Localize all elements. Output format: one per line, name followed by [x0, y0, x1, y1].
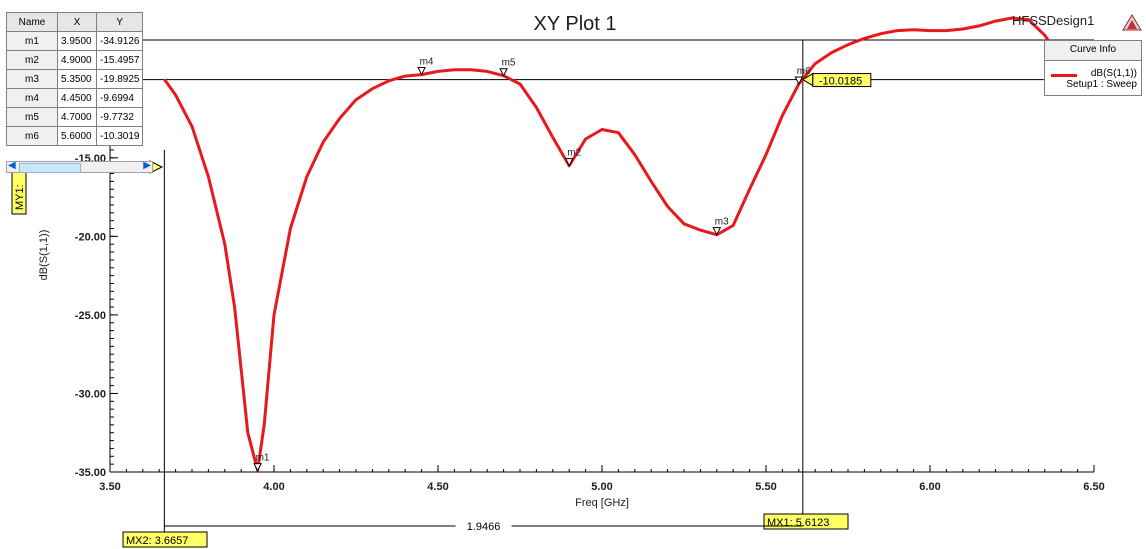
mx2-label-text: MX2: 3.6657	[126, 535, 188, 547]
marker-name: m6	[6, 126, 58, 146]
table-row[interactable]: m1 3.9500 -34.9126	[6, 31, 144, 51]
table-row[interactable]: m3 5.3500 -19.8925	[6, 69, 144, 89]
marker-label-m5: m5	[502, 58, 516, 69]
marker-label-m4: m4	[420, 57, 434, 68]
x-tick-label: 6.50	[1083, 481, 1104, 493]
mx1-label-box: MX1: 5.6123	[763, 513, 849, 530]
plot-area	[109, 39, 1094, 473]
marker-y: -10.3019	[95, 126, 144, 146]
legend-entry-sub: Setup1 : Sweep	[1066, 79, 1137, 90]
delta-label: 1.9466	[467, 521, 501, 533]
x-tick-label: 3.50	[99, 481, 120, 493]
marker-triangle-m6[interactable]	[794, 76, 804, 86]
marker-triangle-m5[interactable]	[499, 68, 508, 77]
marker-glyphs: m1 m2 m3 m4 m5 m6	[253, 57, 811, 472]
marker-name: m5	[6, 107, 58, 127]
marker-triangle-m3[interactable]	[712, 227, 722, 236]
marker-triangle-m2[interactable]	[564, 158, 574, 167]
marker-triangle-m4[interactable]	[417, 67, 426, 76]
design-name: HFSSDesign1	[1012, 13, 1095, 28]
y-tick-label: -20.00	[75, 231, 106, 243]
my1-value-rect	[812, 73, 872, 88]
x-tick-label: 4.50	[427, 481, 448, 493]
legend-title: Curve Info	[1045, 41, 1141, 61]
marker-x: 4.9000	[57, 50, 97, 70]
legend-entry-name: dB(S(1,1))	[1090, 68, 1137, 79]
marker-name: m4	[6, 88, 58, 108]
y-axis-label: dB(S(1,1))	[38, 230, 50, 281]
my1-value-text: -10.0185	[819, 76, 862, 88]
marker-table-header-y: Y	[95, 12, 144, 32]
y-tick-label: -30.00	[75, 388, 106, 400]
marker-y: -9.7732	[95, 107, 144, 127]
my1-label-text: MY1:	[14, 184, 26, 210]
my1-side-label: MY1:	[11, 171, 27, 215]
scroll-left-icon[interactable]: ◀	[8, 160, 16, 171]
y-tick-labels: -35.00-30.00-25.00-20.00-15.00	[75, 153, 118, 479]
x-tick-labels: 3.50 4.00 4.50 5.00 5.50 6.00 6.50	[99, 465, 1105, 493]
marker-x: 4.4500	[57, 88, 97, 108]
marker-name: m3	[6, 69, 58, 89]
x-tick-label: 5.50	[755, 481, 776, 493]
marker-table-header-name: Name	[6, 12, 58, 32]
marker-table-scrollbar[interactable]: ◀ ▶	[6, 160, 153, 173]
x-axis-label: Freq [GHz]	[575, 497, 629, 509]
marker-x: 4.7000	[57, 107, 97, 127]
scrollbar-thumb[interactable]	[19, 163, 81, 173]
marker-name: m2	[6, 50, 58, 70]
legend[interactable]: Curve Info dB(S(1,1)) Setup1 : Sweep	[1044, 40, 1142, 96]
marker-y: -9.6994	[95, 88, 144, 108]
y-tick-label: -25.00	[75, 310, 106, 322]
marker-x: 5.3500	[57, 69, 97, 89]
cursor-lines	[110, 40, 1094, 534]
marker-label-m1: m1	[256, 453, 270, 464]
marker-table-header-x: X	[57, 12, 97, 32]
marker-x: 5.6000	[57, 126, 97, 146]
minor-ticks	[109, 39, 1095, 473]
mx1-label-text: MX1: 5.6123	[767, 517, 829, 529]
marker-x: 3.9500	[57, 31, 97, 51]
table-row[interactable]: m2 4.9000 -15.4957	[6, 50, 144, 70]
marker-triangle-m1[interactable]	[253, 463, 262, 472]
marker-y: -15.4957	[95, 50, 144, 70]
x-tick-label: 4.00	[263, 481, 284, 493]
legend-swatch	[1051, 74, 1077, 77]
marker-y: -34.9126	[95, 31, 144, 51]
ansys-logo-icon	[1122, 14, 1142, 31]
y-tick-label: -35.00	[75, 467, 106, 479]
my1-value-box: -10.0185	[801, 72, 872, 88]
marker-label-m6: m6	[797, 66, 811, 77]
marker-y: -19.8925	[95, 69, 144, 89]
marker-table: Name X Y m1 3.9500 -34.9126 m2 4.9000 -1…	[6, 12, 144, 146]
x-tick-label: 6.00	[919, 481, 940, 493]
mx2-label-box: MX2: 3.6657	[122, 531, 208, 548]
table-row[interactable]: m4 4.4500 -9.6994	[6, 88, 144, 108]
x-tick-label: 5.00	[591, 481, 612, 493]
marker-label-m2: m2	[567, 148, 581, 159]
table-row[interactable]: m6 5.6000 -10.3019	[6, 126, 144, 146]
table-row[interactable]: m5 4.7000 -9.7732	[6, 107, 144, 127]
plot-title: XY Plot 1	[533, 13, 616, 35]
delta-line: 1.9466	[164, 518, 803, 533]
marker-name: m1	[6, 31, 58, 51]
marker-table-header: Name X Y	[6, 12, 144, 32]
marker-label-m3: m3	[715, 217, 729, 228]
scroll-right-icon[interactable]: ▶	[143, 160, 151, 171]
series-line-dB-S11	[163, 16, 1095, 472]
